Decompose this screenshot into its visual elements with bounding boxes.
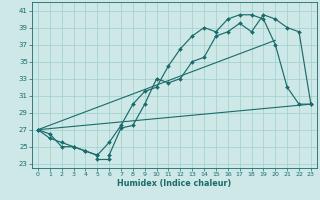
- X-axis label: Humidex (Indice chaleur): Humidex (Indice chaleur): [117, 179, 232, 188]
